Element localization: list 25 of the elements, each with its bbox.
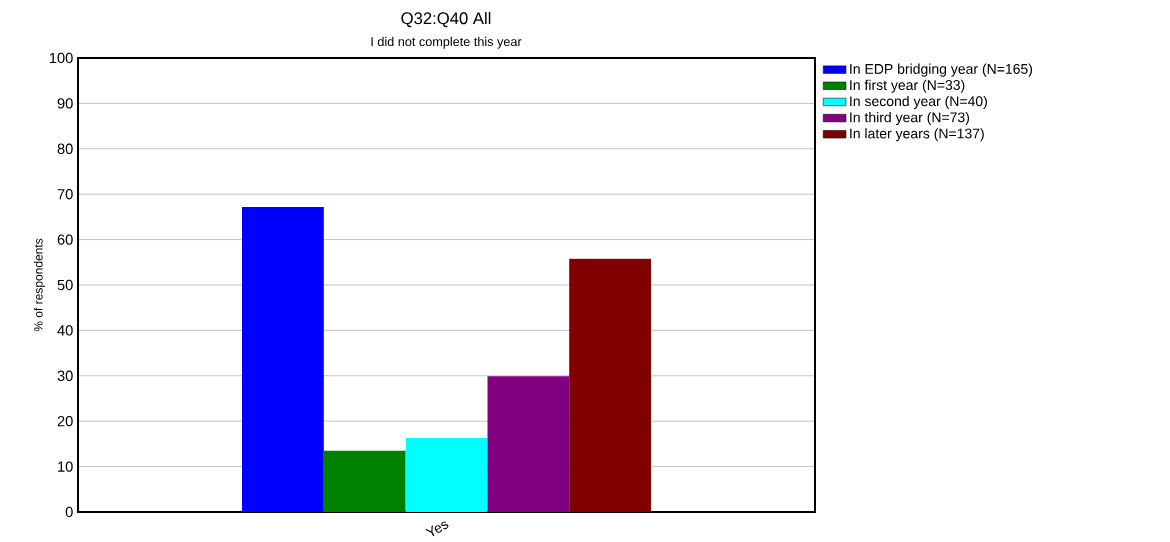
y-tick-label: 40 — [57, 325, 73, 336]
legend-label: In third year (N=73) — [850, 112, 970, 126]
bar — [569, 258, 652, 512]
chart-title: Q32:Q40 All — [401, 11, 491, 28]
y-tick-label: 100 — [49, 52, 73, 64]
y-tick-label: 0 — [65, 506, 73, 518]
y-tick-label: 90 — [57, 98, 73, 109]
legend-label: In EDP bridging year (N=165) — [850, 63, 1033, 77]
y-axis-title: % of respondents — [33, 238, 46, 332]
x-tick-label: Yes — [425, 521, 449, 537]
legend-label: In first year (N=33) — [850, 79, 965, 93]
legend-label: In later years (N=137) — [850, 128, 984, 142]
chart-subtitle: I did not complete this year — [371, 36, 522, 49]
y-tick-label: 20 — [57, 416, 73, 427]
y-tick-label: 10 — [58, 461, 73, 472]
legend-label: In second year (N=40) — [850, 95, 987, 109]
bar — [323, 450, 406, 512]
y-tick-label: 30 — [57, 370, 73, 381]
bar — [242, 206, 324, 512]
y-tick-label: 60 — [57, 234, 73, 245]
y-tick-label: 80 — [57, 143, 73, 154]
bar — [487, 376, 570, 512]
bar — [405, 437, 488, 512]
y-tick-label: 70 — [57, 189, 73, 200]
y-tick-label: 50 — [57, 279, 73, 291]
